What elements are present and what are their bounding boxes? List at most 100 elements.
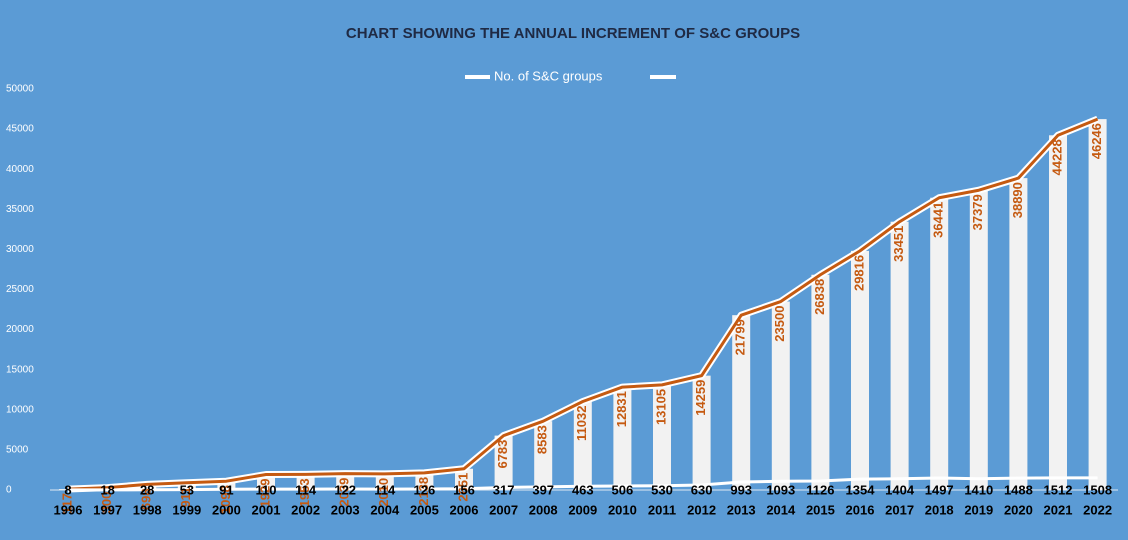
- data-label: 317: [493, 482, 515, 497]
- data-label: 18: [100, 482, 114, 497]
- bar: [1088, 119, 1107, 490]
- data-label: 8583: [535, 425, 550, 454]
- bar: [653, 384, 671, 490]
- x-tick-label: 1997: [93, 502, 122, 517]
- data-label: 463: [572, 482, 594, 497]
- data-label: 110: [256, 482, 277, 497]
- data-label: 117: [59, 493, 74, 514]
- data-label: 2039: [337, 478, 352, 507]
- data-label: 1126: [806, 482, 834, 497]
- x-tick-label: 2019: [964, 502, 993, 517]
- data-label: 911: [178, 487, 193, 508]
- bar: [851, 250, 869, 490]
- data-label: 397: [532, 482, 554, 497]
- data-label: 6783: [495, 440, 510, 469]
- data-label: 38890: [1010, 182, 1025, 218]
- data-label: 114: [374, 482, 396, 497]
- x-tick-label: 2016: [846, 502, 875, 517]
- bar: [494, 435, 513, 490]
- bar: [573, 401, 592, 490]
- x-tick-label: 2000: [212, 502, 241, 517]
- bar: [336, 473, 355, 490]
- data-label: 23500: [772, 306, 787, 342]
- y-tick-label: 10000: [6, 404, 34, 415]
- x-tick-label: 2014: [766, 502, 796, 517]
- data-label: 11032: [574, 406, 589, 441]
- y-tick-label: 25000: [6, 284, 34, 295]
- bar: [375, 473, 394, 490]
- data-label: 1093: [766, 482, 795, 497]
- data-label: 1953: [297, 478, 312, 507]
- data-label: 1508: [1083, 482, 1112, 497]
- data-label: 1497: [925, 482, 954, 497]
- x-tick-label: 2004: [370, 502, 400, 517]
- legend-label: No. of S&C groups: [494, 68, 603, 83]
- chart-title: CHART SHOWING THE ANNUAL INCREMENT OF S&…: [346, 25, 800, 42]
- data-label: 2651: [455, 473, 470, 502]
- data-label: 993: [730, 482, 752, 497]
- data-label: 33451: [891, 226, 906, 262]
- x-tick-label: 2021: [1044, 502, 1073, 517]
- x-tick-label: 2005: [410, 502, 439, 517]
- data-label: 156: [453, 482, 475, 497]
- y-tick-label: 30000: [6, 244, 34, 255]
- data-label: 36441: [931, 202, 946, 238]
- data-label: 1929: [257, 479, 272, 508]
- bar: [613, 387, 632, 490]
- data-label: 126: [414, 482, 436, 497]
- x-tick-label: 2006: [450, 502, 479, 517]
- data-label: 1354: [846, 482, 876, 497]
- data-label: 698: [139, 488, 154, 510]
- bar: [415, 472, 434, 490]
- y-tick-label: 20000: [6, 324, 34, 335]
- x-tick-label: 2011: [648, 502, 676, 517]
- bar: [1009, 178, 1028, 490]
- data-label: 1488: [1004, 482, 1033, 497]
- y-tick-label: 15000: [6, 364, 34, 375]
- y-tick-label: 5000: [6, 445, 29, 456]
- data-label: 91: [219, 482, 233, 497]
- data-label: 44228: [1049, 139, 1064, 175]
- y-tick-label: 50000: [6, 84, 34, 95]
- bar: [890, 221, 909, 491]
- y-tick-label: 35000: [6, 204, 34, 215]
- data-label: 21799: [733, 319, 748, 355]
- x-tick-label: 2013: [727, 502, 756, 517]
- bar: [296, 474, 315, 490]
- data-label: 46246: [1089, 123, 1104, 159]
- data-label: 114: [295, 482, 317, 497]
- data-label: 506: [612, 482, 634, 497]
- x-tick-label: 1999: [172, 502, 201, 517]
- x-tick-label: 2009: [568, 502, 597, 517]
- data-label: 29816: [851, 255, 866, 291]
- data-label: 1404: [885, 482, 915, 497]
- bar: [930, 197, 949, 491]
- bar: [534, 421, 553, 490]
- data-label: 8: [64, 482, 71, 497]
- data-label: 28: [140, 482, 154, 497]
- data-label: 12831: [614, 391, 629, 427]
- bar: [811, 274, 830, 490]
- bar: [771, 301, 790, 490]
- x-tick-label: 2018: [925, 502, 954, 517]
- x-tick-label: 2020: [1004, 502, 1033, 517]
- x-tick-label: 2015: [806, 502, 835, 517]
- y-tick-label: 0: [6, 485, 12, 496]
- x-tick-label: 2017: [885, 502, 914, 517]
- data-label: 630: [691, 482, 713, 497]
- bar: [969, 190, 988, 491]
- data-label: 53: [180, 482, 194, 497]
- line: [67, 476, 1098, 492]
- data-label: 1410: [964, 482, 993, 497]
- bar: [217, 481, 236, 490]
- data-label: 1512: [1044, 482, 1073, 497]
- bar: [692, 375, 711, 490]
- x-tick-label: 2007: [489, 502, 518, 517]
- data-label: 2138: [416, 477, 431, 506]
- data-label: 122: [334, 482, 356, 497]
- y-tick-label: 45000: [6, 124, 34, 135]
- data-label: 14259: [693, 380, 708, 416]
- x-tick-label: 1998: [133, 502, 162, 517]
- bar: [177, 482, 196, 490]
